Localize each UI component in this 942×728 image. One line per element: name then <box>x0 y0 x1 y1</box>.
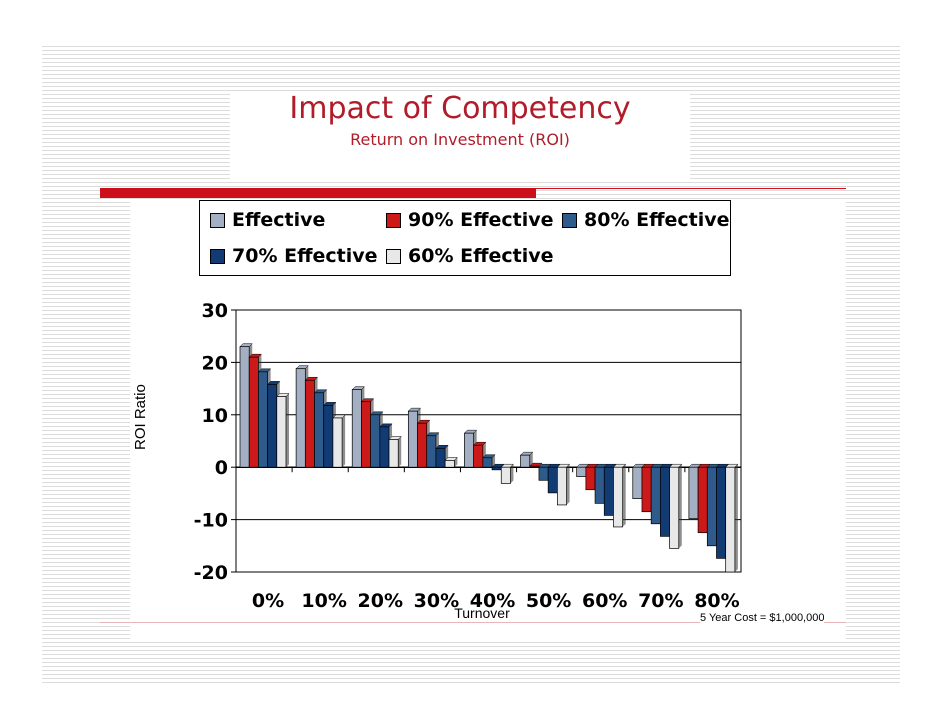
bar-3-2 <box>426 435 437 468</box>
bar-2-0 <box>351 389 362 468</box>
bar-3-3 <box>435 447 446 468</box>
legend-label-60-effective: 60% Effective <box>408 245 554 267</box>
bar-0-2 <box>258 371 268 468</box>
y-tick-label: 20 <box>202 352 228 374</box>
bar-5-1 <box>529 465 540 468</box>
bar-8-0 <box>688 466 699 519</box>
chart-legend: Effective 90% Effective 80% Effective 70… <box>199 200 731 276</box>
bar-0-1 <box>248 356 259 468</box>
bar-side-0-4 <box>286 393 289 468</box>
bar-6-3 <box>603 466 614 516</box>
legend-item-80-effective: 80% Effective <box>562 209 729 231</box>
legend-label-80-effective: 80% Effective <box>584 209 730 231</box>
bar-4-3 <box>491 466 502 471</box>
bar-side-6-4 <box>622 464 626 527</box>
legend-swatch-70-effective <box>210 248 225 264</box>
legend-label-70-effective: 70% Effective <box>232 245 378 267</box>
bar-6-2 <box>594 466 605 504</box>
legend-item-90-effective: 90% Effective <box>386 209 553 231</box>
bar-5-2 <box>538 466 549 481</box>
legend-swatch-90-effective <box>386 212 401 228</box>
bar-5-3 <box>547 466 558 494</box>
bar-2-4 <box>388 439 399 468</box>
accent-bar <box>100 188 536 198</box>
bar-8-2 <box>706 466 717 547</box>
legend-item-70-effective: 70% Effective <box>210 245 377 267</box>
y-tick-label: 10 <box>202 405 228 427</box>
x-axis-title: Turnover <box>454 605 510 621</box>
x-tick-label: 80% <box>694 590 739 612</box>
x-tick-label: 20% <box>358 590 403 612</box>
bar-7-1 <box>641 466 652 513</box>
bar-0-4 <box>276 396 287 468</box>
legend-swatch-60-effective <box>386 248 401 264</box>
bar-side-5-4 <box>566 464 570 505</box>
bar-7-4 <box>669 466 680 549</box>
bar-8-3 <box>716 466 727 559</box>
bar-6-0 <box>576 466 587 477</box>
footer-line <box>100 622 846 623</box>
slide-title: Impact of Competency <box>289 91 631 126</box>
x-tick-label: 10% <box>301 590 346 612</box>
y-tick-label: 30 <box>202 300 228 322</box>
bar-8-1 <box>697 466 708 534</box>
legend-swatch-80-effective <box>562 212 577 228</box>
bar-0-3 <box>267 384 278 468</box>
bar-side-2-4 <box>398 436 402 468</box>
bar-8-4 <box>725 466 736 573</box>
bar-5-0 <box>520 454 531 468</box>
slide-subtitle: Return on Investment (ROI) <box>350 130 570 149</box>
bar-6-4 <box>613 466 624 528</box>
bar-side-5-0 <box>529 452 533 468</box>
y-tick-label: -10 <box>194 510 228 532</box>
bar-5-4 <box>557 466 567 506</box>
bar-side-7-4 <box>678 464 682 549</box>
x-tick-label: 70% <box>638 590 683 612</box>
x-tick-label: 0% <box>252 590 284 612</box>
bar-3-4 <box>444 460 455 468</box>
x-tick-label: 30% <box>414 590 459 612</box>
bar-side-8-4 <box>734 464 738 572</box>
legend-swatch-effective <box>210 212 225 228</box>
bar-4-1 <box>473 444 484 468</box>
bar-0-0 <box>239 346 250 468</box>
bar-2-2 <box>370 414 381 468</box>
y-tick-label: 0 <box>215 457 228 479</box>
bar-7-2 <box>650 466 661 525</box>
title-block: Impact of Competency Return on Investmen… <box>230 92 690 182</box>
bar-1-4 <box>332 417 343 468</box>
legend-item-60-effective: 60% Effective <box>386 245 553 267</box>
bar-side-4-2 <box>492 454 496 468</box>
bar-side-4-4 <box>510 464 514 484</box>
bar-4-4 <box>500 466 511 484</box>
bar-side-1-4 <box>342 414 346 468</box>
bar-1-0 <box>295 368 306 468</box>
bar-7-0 <box>632 466 643 499</box>
bar-7-3 <box>660 466 670 537</box>
bar-1-1 <box>304 379 315 468</box>
bar-2-1 <box>361 401 371 468</box>
y-tick-label: -20 <box>194 562 228 584</box>
bar-1-2 <box>314 392 325 468</box>
x-tick-label: 40% <box>470 590 515 612</box>
bar-4-2 <box>482 457 493 468</box>
bar-3-0 <box>407 410 418 468</box>
footnote: 5 Year Cost = $1,000,000 <box>700 612 825 624</box>
x-tick-label: 60% <box>582 590 627 612</box>
bar-6-1 <box>585 466 596 491</box>
legend-item-effective: Effective <box>210 209 325 231</box>
legend-label-90-effective: 90% Effective <box>408 209 554 231</box>
x-tick-label: 50% <box>526 590 571 612</box>
bar-2-3 <box>379 426 390 468</box>
bar-4-0 <box>464 432 474 468</box>
accent-line <box>536 188 846 189</box>
bar-3-1 <box>417 422 428 468</box>
bar-1-3 <box>323 405 334 468</box>
legend-label-effective: Effective <box>232 209 326 231</box>
